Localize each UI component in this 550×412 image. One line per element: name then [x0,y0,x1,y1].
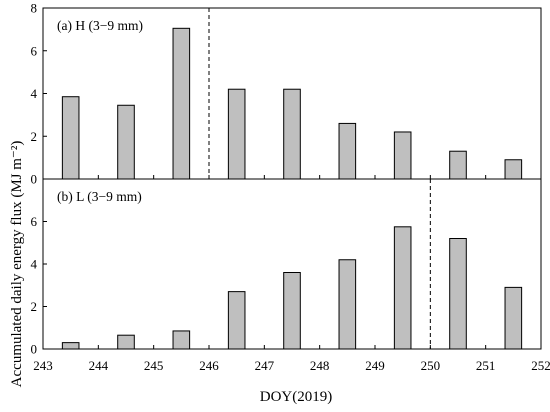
bar-b-1 [117,334,135,350]
x-tick-label-5: 248 [310,358,330,373]
bar-b-4 [283,272,301,350]
x-axis-label: DOY(2019) [260,389,333,405]
bar-a-8 [504,159,523,180]
bar-b-8 [504,286,523,350]
x-tick-label-4: 247 [255,358,275,373]
bar-a-4 [283,88,301,180]
panel-label-b: (b) L (3−9 mm) [57,189,142,204]
panel-b: 0 2 4 6 (b) L (3−9 mm) [31,178,542,357]
x-tick-label-3: 246 [199,358,219,373]
x-tick-label-7: 250 [421,358,441,373]
y-tick-label-a-2: 4 [31,86,38,101]
bar-b-5 [338,259,357,350]
x-axis: 243 244 245 246 247 248 249 250 251 252 [33,358,550,373]
bar-b-0 [61,342,80,350]
panel-a: 0 2 4 6 8 (a) H (3−9 mm) [31,1,542,187]
bar-b-7 [449,238,467,350]
y-tick-label-b-0: 0 [31,342,38,357]
y-tick-label-a-4: 8 [31,1,38,16]
x-tick-label-0: 243 [33,358,53,373]
y-tick-label-b-2: 4 [31,257,38,272]
bar-a-2 [172,27,191,180]
y-tick-label-b-1: 2 [31,299,38,314]
y-axis-label: Accumulated daily energy flux (MJ m⁻²) [9,141,25,388]
y-tick-label-b-3: 6 [31,214,38,229]
bar-a-3 [227,88,246,180]
bar-a-5 [338,122,357,180]
bar-b-2 [172,330,191,350]
bar-b-6 [393,226,412,350]
x-tick-label-6: 249 [365,358,385,373]
x-tick-label-8: 251 [476,358,496,373]
bar-a-1 [117,104,135,180]
bar-a-0 [61,96,80,180]
x-tick-label-2: 245 [144,358,164,373]
x-tick-label-9: 252 [531,358,550,373]
y-tick-label-a-0: 0 [31,172,38,187]
y-tick-label-a-3: 6 [31,43,38,58]
bar-a-7 [449,150,467,180]
panel-label-a: (a) H (3−9 mm) [57,18,143,33]
x-tick-label-1: 244 [89,358,109,373]
bar-b-3 [227,291,246,350]
bar-a-6 [393,131,412,180]
y-tick-label-a-1: 2 [31,129,38,144]
